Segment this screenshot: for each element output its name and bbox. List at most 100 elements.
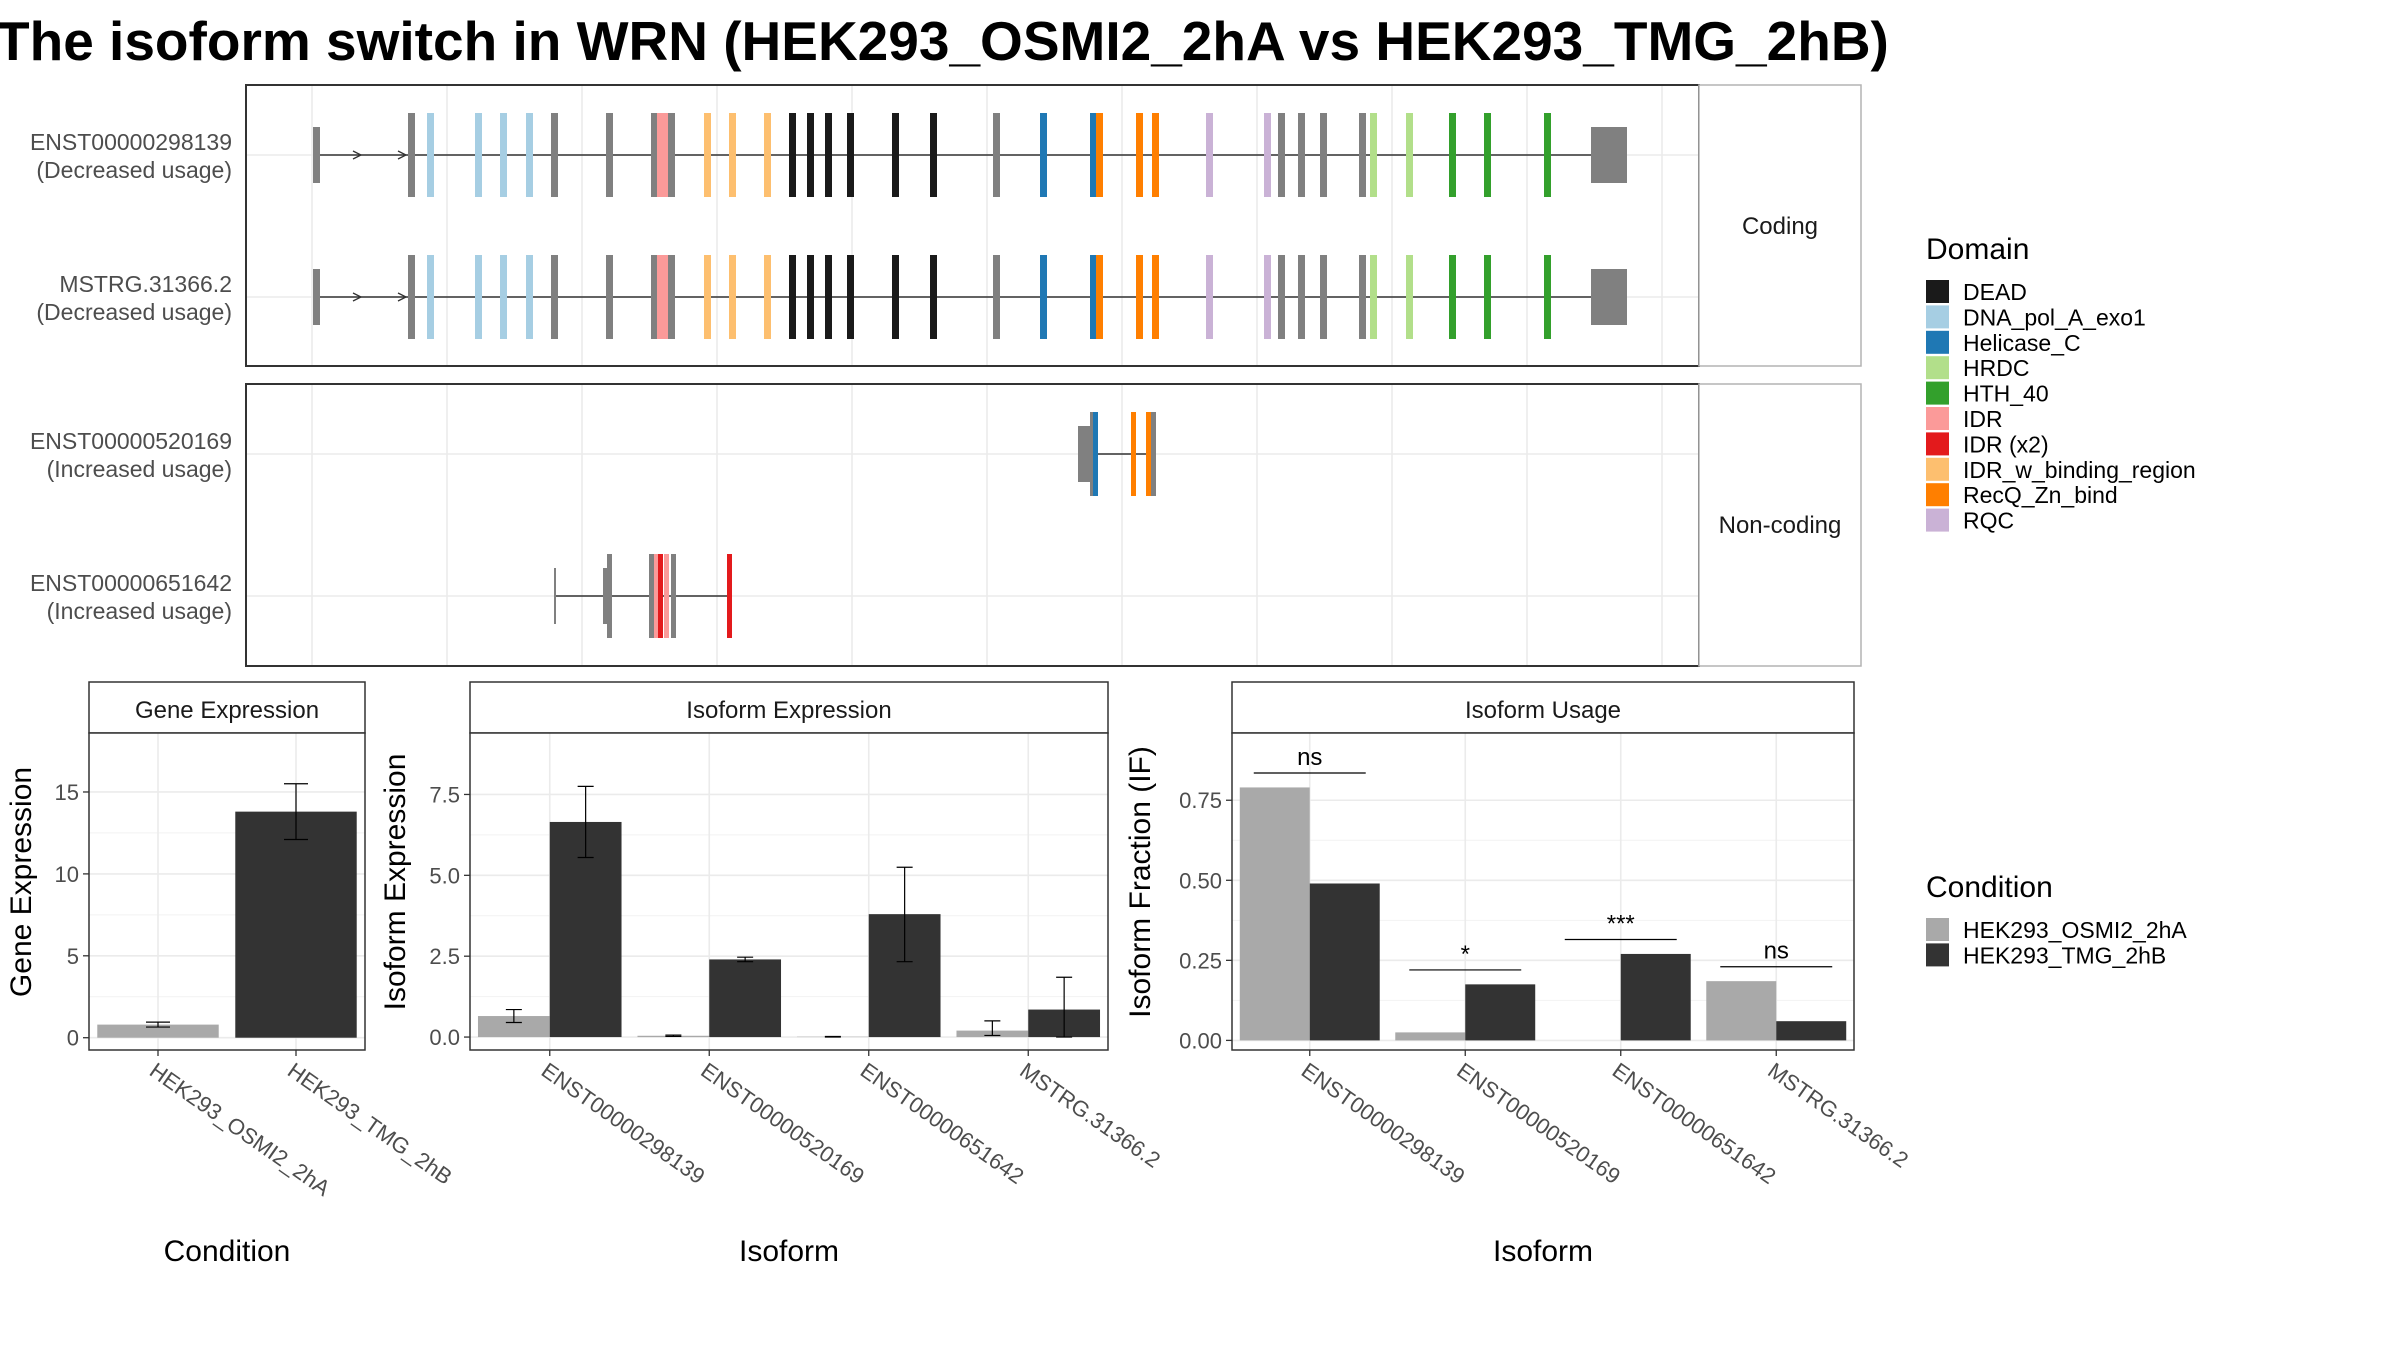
x-tick-label: ENST00000520169	[696, 1058, 869, 1189]
domain-exon-DNA_pol_A_exo1	[526, 113, 533, 197]
x-axis-title: Isoform	[739, 1235, 839, 1268]
domain-exon-RecQ_Zn_bind	[1096, 255, 1103, 339]
x-tick-label: ENST00000520169	[1452, 1058, 1625, 1189]
domain-exon-DNA_pol_A_exo1	[526, 255, 533, 339]
domain-exon-HTH_40	[1449, 255, 1456, 339]
legend-swatch	[1926, 330, 1949, 354]
domain-exon-HRDC	[1370, 255, 1377, 339]
transcript-ENST00000520169: ENST00000520169 (Increased usage)	[30, 412, 1156, 496]
y-axis-title: Isoform Fraction (IF)	[1124, 746, 1157, 1018]
transcript-id-label: MSTRG.31366.2	[59, 271, 232, 297]
domain-exon-DNA_pol_A_exo1	[500, 255, 507, 339]
coding-exon	[993, 255, 1000, 339]
legend-swatch	[1926, 508, 1949, 532]
transcript-usage-label: (Increased usage)	[47, 456, 232, 482]
domain-exon-DEAD	[892, 113, 899, 197]
x-tick-label: ENST00000298139	[1297, 1058, 1470, 1189]
y-axis-title: Isoform Expression	[379, 754, 412, 1011]
domain-legend: Domain DEADDNA_pol_A_exo1Helicase_CHRDCH…	[1926, 233, 2196, 534]
domain-exon-IDR (x2)	[658, 554, 663, 638]
domain-exon-HTH_40	[1484, 113, 1491, 197]
panel-strip-label: Gene Expression	[135, 697, 319, 724]
transcript-usage-label: (Decreased usage)	[36, 157, 232, 183]
domain-exon-Helicase_C	[1090, 113, 1097, 197]
noncoding-gridlines	[247, 385, 1698, 665]
coding-strip-label: Coding	[1742, 213, 1818, 240]
domain-exon-DEAD	[789, 113, 796, 197]
legend-label: HTH_40	[1963, 381, 2049, 407]
panel-strip	[88, 681, 366, 734]
domain-exon-Helicase_C	[1040, 255, 1047, 339]
exon-block	[671, 554, 676, 638]
coding-exon	[408, 113, 415, 197]
domain-exon-IDR_w_binding_region	[729, 255, 736, 339]
domain-exon-IDR	[657, 255, 664, 339]
domain-exon-Helicase_C	[1090, 255, 1097, 339]
legend-swatch	[1926, 943, 1949, 967]
transcript-MSTRG.31366.2: MSTRG.31366.2 (Decreased usage)	[36, 255, 1627, 339]
domain-exon-DEAD	[847, 113, 854, 197]
bars: ns****ns	[1239, 744, 1847, 1041]
bar	[477, 1016, 550, 1038]
domain-exon-HRDC	[1370, 113, 1377, 197]
utr-exon	[1598, 127, 1627, 183]
bar	[1395, 1032, 1466, 1041]
domain-exon-DNA_pol_A_exo1	[500, 113, 507, 197]
domain-exon-RecQ_Zn_bind	[1146, 412, 1151, 496]
coding-exon	[1278, 255, 1285, 339]
significance-label: *	[1461, 941, 1470, 968]
domain-exon-DEAD	[807, 255, 814, 339]
panel-strip-label: Isoform Expression	[686, 697, 891, 724]
utr-exon	[1598, 269, 1627, 325]
domain-exon-IDR	[664, 554, 669, 638]
condition-legend-title: Condition	[1926, 871, 2053, 904]
y-tick-label: 0	[67, 1026, 79, 1051]
domain-exon-DNA_pol_A_exo1	[475, 255, 482, 339]
domain-exon-DEAD	[847, 255, 854, 339]
coding-exon	[1298, 113, 1305, 197]
domain-exon-DEAD	[789, 255, 796, 339]
y-tick-label: 7.5	[429, 782, 460, 807]
bar	[1776, 1021, 1847, 1041]
domain-exon-IDR_w_binding_region	[704, 113, 711, 197]
domain-exon-IDR_w_binding_region	[764, 113, 771, 197]
isoform-usage-panel: Isoform Usage Isoform Isoform Fraction (…	[1124, 681, 1913, 1268]
domain-exon-IDR_w_binding_region	[704, 255, 711, 339]
panel-strip	[1231, 681, 1855, 734]
y-tick-label: 0.50	[1179, 868, 1222, 893]
bar	[97, 1024, 219, 1038]
domain-exon-IDR_w_binding_region	[764, 255, 771, 339]
transcript-id-label: ENST00000298139	[30, 129, 232, 155]
coding-exon	[651, 113, 658, 197]
domain-exon-DNA_pol_A_exo1	[475, 113, 482, 197]
y-tick-label: 10	[55, 862, 79, 887]
legend-label: IDR (x2)	[1963, 431, 2049, 457]
domain-exon-DEAD	[825, 113, 832, 197]
bar	[1465, 984, 1536, 1041]
domain-exon-IDR	[662, 255, 669, 339]
domain-exon-IDR	[654, 554, 659, 638]
strand-arrow	[397, 150, 408, 160]
transcript-usage-label: (Decreased usage)	[36, 299, 232, 325]
legend-label: Helicase_C	[1963, 330, 2081, 356]
x-tick-label: ENST00000298139	[537, 1058, 710, 1189]
utr-exon	[1078, 426, 1090, 482]
coding-exon	[1278, 113, 1285, 197]
domain-exon-RecQ_Zn_bind	[1152, 113, 1159, 197]
coding-exon	[1320, 255, 1327, 339]
bar	[1706, 981, 1777, 1041]
y-tick-label: 0.25	[1179, 948, 1222, 973]
coding-exon	[651, 255, 658, 339]
y-tick-label: 0.75	[1179, 788, 1222, 813]
legend-swatch	[1926, 381, 1949, 405]
bar	[1239, 787, 1310, 1041]
transcript-ENST00000651642: ENST00000651642 (Increased usage)	[30, 554, 732, 638]
coding-exon	[1320, 113, 1327, 197]
transcript-id-label: ENST00000651642	[30, 570, 232, 596]
bars	[477, 785, 1101, 1038]
x-tick-label: MSTRG.31366.2	[1015, 1058, 1165, 1173]
strand-arrow	[352, 150, 363, 160]
legend-label: RQC	[1963, 508, 2014, 534]
panel-strip	[469, 681, 1109, 734]
